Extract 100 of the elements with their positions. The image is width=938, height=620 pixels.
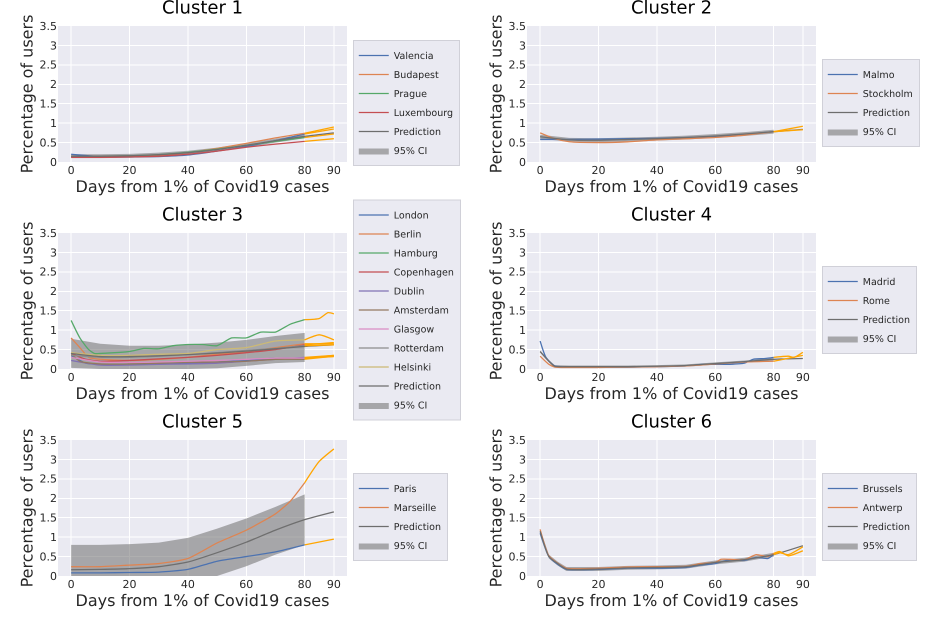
y-tick-label: 2 [519, 492, 526, 506]
x-tick-label: 20 [592, 164, 606, 177]
legend-label: Luxembourg [394, 108, 453, 120]
y-tick-label: 1.5 [508, 98, 526, 111]
y-tick-label: 3.5 [40, 434, 57, 447]
y-tick-label: 3.5 [508, 226, 526, 240]
x-tick-label: 40 [650, 371, 664, 384]
x-tick-label: 90 [796, 578, 810, 591]
y-tick-label: 2 [519, 78, 526, 92]
y-tick-label: 1.5 [508, 304, 526, 318]
y-tick-label: 0.5 [508, 136, 526, 150]
y-tick-label: 2.5 [40, 58, 57, 72]
y-axis-title: Percentage of users [17, 222, 36, 380]
x-tick-label: 60 [239, 164, 254, 177]
legend-label: Paris [394, 484, 416, 496]
legend-label: Prediction [862, 315, 910, 326]
text: 95% CI [394, 541, 428, 552]
x-tick-label: 20 [122, 578, 137, 591]
x-axis-title: Days from 1% of Covid19 cases [76, 384, 330, 403]
legend-label: Brussels [862, 484, 903, 496]
y-tick-label: 2.5 [40, 472, 57, 486]
y-tick-label: 0.5 [508, 550, 526, 564]
x-tick-label: 60 [239, 371, 254, 384]
legend-label: Prediction [862, 522, 910, 534]
y-tick-label: 1 [519, 530, 526, 544]
chart-title: Cluster 6 [630, 412, 712, 433]
x-tick-label: 40 [180, 578, 195, 591]
y-tick-label: 0.5 [40, 136, 57, 150]
legend-label: Rome [862, 296, 890, 308]
legend-label: Stockholm [862, 89, 913, 100]
legend-label: Antwerp [862, 503, 903, 514]
y-tick-label: 3.5 [508, 434, 526, 447]
y-tick-label: 1.5 [40, 512, 57, 525]
x-tick-label: 90 [796, 371, 810, 384]
x-axis-title: Days from 1% of Covid19 cases [544, 591, 798, 610]
legend-label: Copenhagen [394, 268, 454, 279]
y-tick-label: 3.5 [508, 20, 526, 33]
x-tick-label: 80 [766, 164, 781, 177]
x-tick-label: 0 [68, 371, 75, 384]
x-tick-label: 0 [68, 164, 75, 177]
x-tick-label: 80 [298, 578, 312, 591]
x-tick-label: 40 [650, 578, 664, 591]
text: 95% CI [862, 541, 896, 552]
text: 95% CI [862, 334, 896, 346]
y-tick-label: 1 [50, 530, 57, 544]
legend-label: Valencia [394, 51, 434, 62]
y-axis-title: Percentage of users [17, 428, 36, 588]
x-axis-title: Days from 1% of Covid19 cases [544, 384, 798, 403]
legend-label: Budapest [394, 70, 439, 82]
y-tick-label: 3 [50, 246, 57, 260]
y-tick-label: 2 [50, 492, 57, 506]
x-tick-label: 0 [536, 371, 544, 384]
x-tick-label: 80 [766, 578, 781, 591]
x-tick-label: 0 [536, 164, 544, 177]
y-tick-label: 3 [519, 453, 526, 466]
y-tick-label: 2 [50, 285, 57, 298]
y-tick-label: 1 [50, 324, 57, 337]
x-axis-title: Days from 1% of Covid19 cases [544, 177, 798, 196]
x-tick-label: 90 [326, 371, 341, 384]
text: 95% CI [394, 146, 428, 158]
y-tick-label: 1.5 [40, 304, 57, 318]
legend-label: Helsinki [394, 362, 432, 374]
y-axis-title: Percentage of users [486, 428, 506, 588]
y-tick-label: 2.5 [508, 58, 526, 72]
x-tick-label: 80 [766, 371, 781, 384]
x-tick-label: 80 [298, 371, 312, 384]
chart-title: Cluster 1 [162, 0, 244, 19]
y-tick-label: 2 [50, 78, 57, 92]
y-tick-label: 1 [519, 324, 526, 337]
chart-title: Cluster 2 [630, 0, 712, 19]
x-tick-label: 0 [536, 578, 544, 591]
x-tick-label: 20 [592, 371, 606, 384]
text: 95% CI [394, 400, 428, 412]
x-axis-title: Days from 1% of Covid19 cases [76, 591, 330, 610]
y-tick-label: 3 [50, 39, 57, 52]
x-tick-label: 40 [180, 164, 195, 177]
legend-label: Glasgow [394, 324, 434, 336]
x-tick-label: 90 [796, 164, 810, 177]
x-tick-label: 60 [708, 371, 722, 384]
x-tick-label: 80 [298, 164, 312, 177]
text: 95% CI [862, 127, 896, 138]
x-tick-label: 40 [650, 164, 664, 177]
chart-title: Cluster 4 [630, 204, 712, 226]
legend-label: Prediction [862, 108, 910, 120]
y-tick-label: 2.5 [40, 266, 57, 279]
x-tick-label: 20 [592, 578, 606, 591]
y-tick-label: 3 [519, 39, 526, 52]
legend-label: Madrid [862, 277, 896, 288]
legend-label: Rotterdam [394, 344, 444, 355]
legend-label: Berlin [394, 230, 422, 241]
x-tick-label: 60 [708, 578, 722, 591]
y-tick-label: 1.5 [40, 98, 57, 111]
y-tick-label: 3.5 [40, 226, 57, 240]
y-tick-label: 0.5 [40, 343, 57, 356]
y-tick-label: 3 [519, 246, 526, 260]
y-tick-label: 0.5 [508, 343, 526, 356]
legend-label: Prediction [394, 382, 441, 393]
y-tick-label: 0.5 [40, 550, 57, 564]
legend-label: Malmo [862, 70, 895, 82]
x-axis-title: Days from 1% of Covid19 cases [76, 177, 330, 196]
